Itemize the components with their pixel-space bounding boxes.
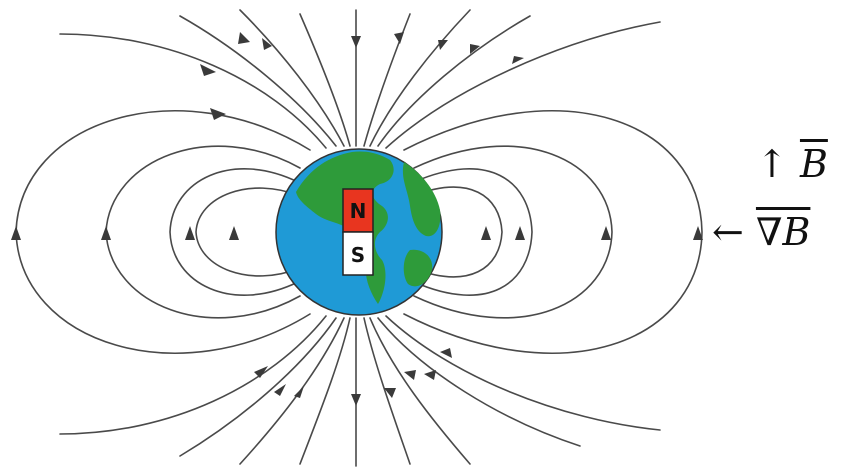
arrowhead xyxy=(210,108,226,120)
arrowhead xyxy=(11,226,21,240)
arrowhead xyxy=(693,226,703,240)
field-line xyxy=(403,110,703,354)
arrowhead xyxy=(351,36,361,48)
field-line xyxy=(413,145,613,319)
field-line xyxy=(369,9,471,147)
field-line xyxy=(377,15,531,147)
bar-magnet: N S xyxy=(342,188,374,276)
field-line xyxy=(239,9,345,147)
field-line xyxy=(363,13,411,147)
arrowhead xyxy=(254,366,268,378)
field-line xyxy=(179,15,337,147)
magnet-north-pole xyxy=(342,188,374,233)
arrowhead xyxy=(185,226,195,240)
arrowhead xyxy=(424,370,436,380)
earth-land xyxy=(402,162,441,237)
legend-b-field: ↑ B xyxy=(756,142,828,186)
arrowhead xyxy=(274,384,286,396)
arrowhead xyxy=(262,38,272,50)
b-field-up-arrow-icon: ↑ xyxy=(756,142,788,186)
gradient-b-symbol: ∇B xyxy=(755,210,811,254)
arrowhead xyxy=(238,32,250,44)
field-line xyxy=(369,317,471,465)
arrowhead xyxy=(351,394,361,406)
arrowhead xyxy=(481,226,491,240)
field-line xyxy=(15,110,311,354)
field-line xyxy=(179,317,337,457)
magnet-south-label: S xyxy=(351,243,365,267)
field-line xyxy=(299,317,351,465)
field-line xyxy=(195,187,301,277)
earth-land xyxy=(403,249,433,287)
field-line xyxy=(385,21,661,149)
arrowhead xyxy=(438,40,448,50)
field-line xyxy=(59,33,327,149)
arrowhead xyxy=(394,32,404,44)
arrowhead xyxy=(384,388,396,398)
arrowhead xyxy=(440,348,452,358)
magnet-north-label: N xyxy=(350,199,367,223)
field-line xyxy=(59,315,327,435)
arrowhead xyxy=(404,370,416,380)
magnet-south-pole xyxy=(342,231,374,276)
field-lines xyxy=(15,9,703,467)
arrowhead xyxy=(229,226,239,240)
field-line xyxy=(169,168,299,296)
arrowhead xyxy=(470,44,480,54)
field-line xyxy=(411,186,503,278)
field-line xyxy=(385,315,661,431)
field-line xyxy=(377,317,581,447)
arrowhead xyxy=(294,386,304,398)
gradient-left-arrow-icon: ← xyxy=(712,210,744,254)
field-arrows xyxy=(11,32,703,406)
field-line xyxy=(299,13,351,147)
arrowhead xyxy=(601,226,611,240)
arrowhead xyxy=(101,226,111,240)
arrowhead xyxy=(200,64,216,76)
arrowhead xyxy=(512,56,524,64)
field-line xyxy=(413,168,533,296)
arrowhead xyxy=(515,226,525,240)
b-field-symbol: B xyxy=(799,142,828,186)
legend-gradient-b: ← ∇B xyxy=(712,210,810,254)
